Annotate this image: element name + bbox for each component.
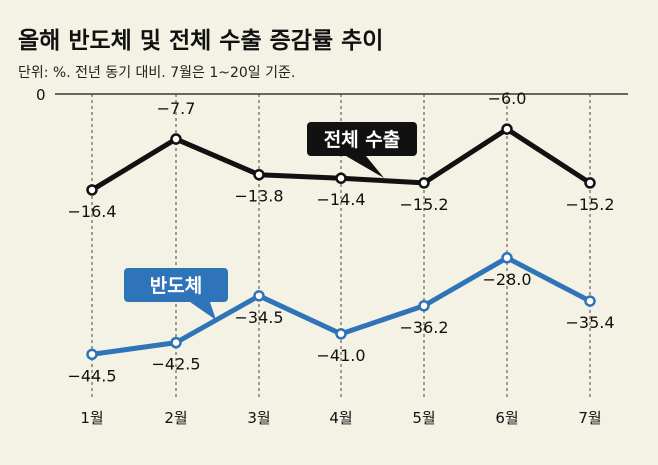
chart-title: 올해 반도체 및 전체 수출 증감률 추이 [18, 28, 383, 54]
data-label: −42.5 [151, 355, 200, 374]
data-point [170, 133, 182, 145]
data-label: −14.4 [316, 190, 365, 209]
x-tick-label: 3월 [247, 409, 270, 427]
data-label: −41.0 [316, 346, 365, 365]
data-label: −15.2 [565, 195, 614, 214]
x-tick-label: 1월 [80, 409, 103, 427]
legend-pointer-semiconductor [190, 302, 216, 320]
data-label: −28.0 [482, 270, 531, 289]
y-tick-zero: 0 [36, 86, 46, 104]
data-point [86, 184, 98, 196]
data-point [501, 252, 513, 264]
data-label: −34.5 [234, 308, 283, 327]
data-label: −6.0 [488, 89, 527, 108]
legend-badge-total [307, 122, 417, 156]
data-point [418, 177, 430, 189]
x-tick-label: 5월 [412, 409, 435, 427]
data-point [501, 123, 513, 135]
data-label: −7.7 [157, 99, 196, 118]
data-label: −15.2 [399, 195, 448, 214]
legend-label-total: 전체 수출 [324, 129, 401, 151]
data-point [335, 172, 347, 184]
x-tick-label: 4월 [329, 409, 352, 427]
data-point [253, 290, 265, 302]
data-point [335, 328, 347, 340]
x-tick-label: 7월 [578, 409, 601, 427]
data-point [253, 168, 265, 181]
data-label: −16.4 [67, 202, 116, 221]
data-point [418, 300, 430, 312]
legend-label-semiconductor: 반도체 [150, 275, 202, 297]
data-label: −36.2 [399, 318, 448, 337]
legend-badge-semiconductor [124, 268, 228, 302]
data-point [170, 336, 182, 349]
data-label: −13.8 [234, 187, 283, 206]
data-point [86, 348, 98, 361]
legend-pointer-total [346, 156, 384, 178]
data-point [584, 177, 596, 189]
x-tick-label: 2월 [164, 409, 187, 427]
data-label: −44.5 [67, 366, 116, 385]
data-label: −35.4 [565, 313, 614, 332]
chart-subtitle: 단위: %. 전년 동기 대비. 7월은 1~20일 기준. [18, 65, 295, 81]
x-tick-label: 6월 [495, 409, 518, 427]
data-point [584, 295, 596, 307]
